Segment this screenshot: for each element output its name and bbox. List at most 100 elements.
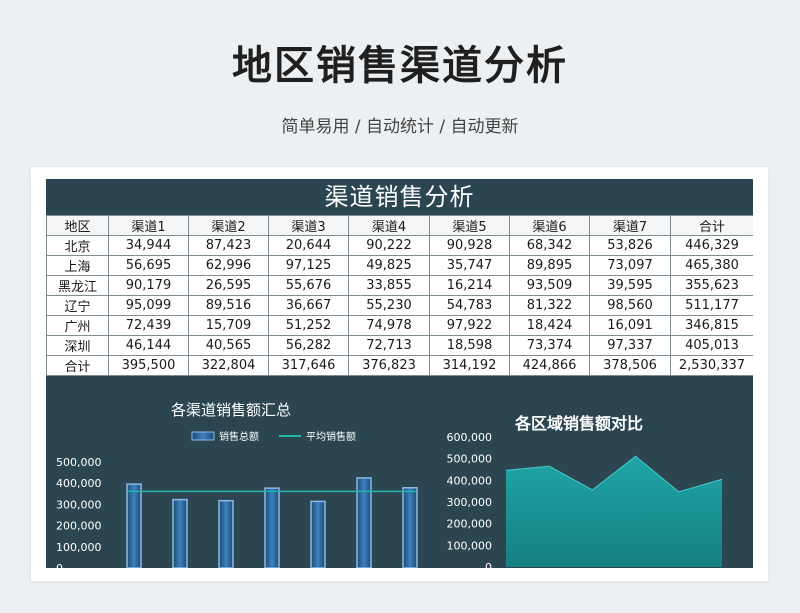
header-cell[interactable]: 渠道4: [348, 215, 430, 236]
bar: [264, 487, 280, 568]
table-row: 北京 34,944 87,423 20,644 90,222 90,928 68…: [46, 235, 753, 256]
header-cell[interactable]: 渠道2: [188, 215, 269, 236]
table-cell[interactable]: 73,097: [589, 255, 671, 276]
header-cell[interactable]: 渠道3: [268, 215, 349, 236]
table-cell[interactable]: 72,713: [348, 335, 430, 356]
table-cell[interactable]: 395,500: [108, 355, 189, 376]
area-y-tick-label: 400,000: [447, 474, 493, 487]
header-cell[interactable]: 渠道7: [589, 215, 671, 236]
table-cell[interactable]: 40,565: [188, 335, 269, 356]
table-cell[interactable]: 55,676: [268, 275, 349, 296]
charts-svg: 各渠道销售额汇总 销售总额 平均销售额 各区域销售额对比 500,000 400,…: [56, 401, 723, 568]
table-cell[interactable]: 97,922: [429, 315, 510, 336]
bar: [402, 487, 418, 568]
table-cell[interactable]: 90,928: [429, 235, 510, 256]
table-cell[interactable]: 北京: [46, 235, 109, 256]
table-cell[interactable]: 51,252: [268, 315, 349, 336]
table-cell[interactable]: 46,144: [108, 335, 189, 356]
table-cell[interactable]: 辽宁: [46, 295, 109, 316]
table-cell[interactable]: 34,944: [108, 235, 189, 256]
table-cell[interactable]: 317,646: [268, 355, 349, 376]
table-cell[interactable]: 98,560: [589, 295, 671, 316]
table-cell[interactable]: 314,192: [429, 355, 510, 376]
table-cell[interactable]: 72,439: [108, 315, 189, 336]
table-cell[interactable]: 97,337: [589, 335, 671, 356]
bar: [310, 500, 326, 568]
table-cell[interactable]: 87,423: [188, 235, 269, 256]
header-cell[interactable]: 地区: [46, 215, 109, 236]
area-series-line: [505, 455, 723, 493]
table-cell[interactable]: 73,374: [509, 335, 590, 356]
table-cell[interactable]: 33,855: [348, 275, 430, 296]
bar-y-tick-label: 200,000: [56, 520, 102, 533]
table-cell[interactable]: 15,709: [188, 315, 269, 336]
bar: [356, 477, 372, 568]
table-cell[interactable]: 35,747: [429, 255, 510, 276]
table-cell[interactable]: 465,380: [670, 255, 753, 276]
table-cell[interactable]: 405,013: [670, 335, 753, 356]
legend-bar-swatch: [191, 431, 215, 441]
table-cell[interactable]: 376,823: [348, 355, 430, 376]
bar-y-tick-label: 400,000: [56, 477, 102, 490]
table-cell[interactable]: 93,509: [509, 275, 590, 296]
table-cell[interactable]: 90,179: [108, 275, 189, 296]
table-cell[interactable]: 355,623: [670, 275, 753, 296]
table-cell[interactable]: 62,996: [188, 255, 269, 276]
table-cell[interactable]: 18,598: [429, 335, 510, 356]
table-cell[interactable]: 89,895: [509, 255, 590, 276]
table-cell[interactable]: 36,667: [268, 295, 349, 316]
table-cell[interactable]: 合计: [46, 355, 109, 376]
table-cell[interactable]: 90,222: [348, 235, 430, 256]
table-cell[interactable]: 346,815: [670, 315, 753, 336]
sales-sheet: 渠道销售分析 地区 渠道1 渠道2 渠道3 渠道4 渠道5 渠道6 渠道7 合计…: [46, 179, 753, 568]
table-cell[interactable]: 20,644: [268, 235, 349, 256]
table-cell[interactable]: 16,214: [429, 275, 510, 296]
table-cell[interactable]: 74,978: [348, 315, 430, 336]
table-cell[interactable]: 26,595: [188, 275, 269, 296]
area-chart-title: 各区域销售额对比: [514, 414, 643, 433]
header-cell[interactable]: 渠道5: [429, 215, 510, 236]
table-row: 辽宁 95,099 89,516 36,667 55,230 54,783 81…: [46, 295, 753, 316]
table-cell[interactable]: 深圳: [46, 335, 109, 356]
table-cell[interactable]: 上海: [46, 255, 109, 276]
table-cell[interactable]: 97,125: [268, 255, 349, 276]
table-cell[interactable]: 95,099: [108, 295, 189, 316]
table-cell[interactable]: 378,506: [589, 355, 671, 376]
area-y-tick-label: 200,000: [447, 518, 493, 531]
table-cell[interactable]: 54,783: [429, 295, 510, 316]
table-cell[interactable]: 56,282: [268, 335, 349, 356]
table-cell[interactable]: 68,342: [509, 235, 590, 256]
area-series: [506, 456, 722, 567]
table-cell[interactable]: 53,826: [589, 235, 671, 256]
table-cell[interactable]: 81,322: [509, 295, 590, 316]
area-y-tick-label: 500,000: [447, 453, 493, 466]
header-cell[interactable]: 渠道6: [509, 215, 590, 236]
table-cell[interactable]: 黑龙江: [46, 275, 109, 296]
bar-y-tick-label: 0: [56, 562, 63, 568]
table-cell[interactable]: 424,866: [509, 355, 590, 376]
table-cell[interactable]: 16,091: [589, 315, 671, 336]
table-cell[interactable]: 446,329: [670, 235, 753, 256]
area-y-tick-label: 0: [485, 561, 492, 568]
table-cell[interactable]: 39,595: [589, 275, 671, 296]
table-cell[interactable]: 322,804: [188, 355, 269, 376]
area-chart: 600,000 500,000 400,000 300,000 200,000 100,0…: [447, 431, 723, 568]
table-cell[interactable]: 广州: [46, 315, 109, 336]
bar-chart-title: 各渠道销售额汇总: [171, 401, 291, 419]
area-y-tick-label: 100,000: [447, 539, 493, 552]
bar-y-tick-label: 100,000: [56, 541, 102, 554]
table-cell[interactable]: 89,516: [188, 295, 269, 316]
table-cell[interactable]: 49,825: [348, 255, 430, 276]
bar: [172, 498, 188, 568]
header-cell[interactable]: 渠道1: [108, 215, 189, 236]
table-cell[interactable]: 18,424: [509, 315, 590, 336]
area-y-tick-label: 600,000: [447, 431, 493, 444]
table-row: 广州 72,439 15,709 51,252 74,978 97,922 18…: [46, 315, 753, 336]
header-cell[interactable]: 合计: [670, 215, 753, 236]
table-cell[interactable]: 55,230: [348, 295, 430, 316]
table-cell[interactable]: 56,695: [108, 255, 189, 276]
bar: [126, 483, 142, 568]
table-cell[interactable]: 511,177: [670, 295, 753, 316]
table-cell[interactable]: 2,530,337: [670, 355, 753, 376]
table-row: 深圳 46,144 40,565 56,282 72,713 18,598 73…: [46, 335, 753, 356]
